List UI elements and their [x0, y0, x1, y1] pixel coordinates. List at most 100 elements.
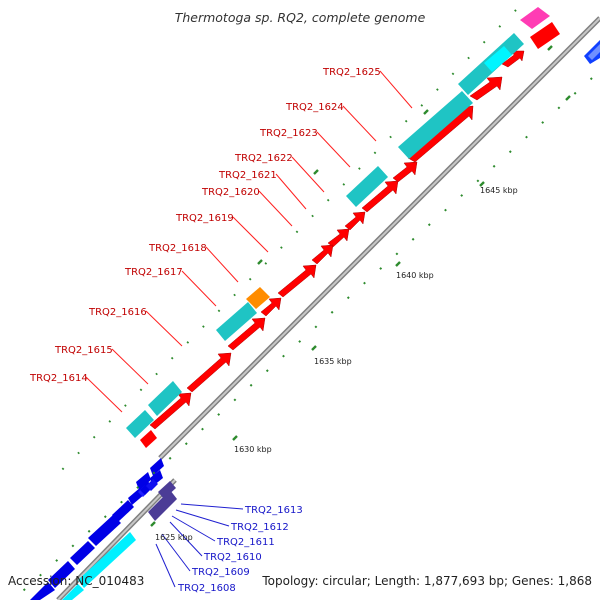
- gene-feature[interactable]: [346, 166, 388, 207]
- scale-tick-major: [311, 345, 317, 351]
- cds-feature[interactable]: [186, 352, 232, 393]
- scale-tick-major: [150, 521, 156, 527]
- gene-feature[interactable]: [126, 410, 154, 438]
- scale-label-1630: 1630 kbp: [234, 445, 272, 454]
- callout-line: [232, 216, 269, 253]
- cds-feature[interactable]: [146, 479, 158, 491]
- gene-label-trq2-1620[interactable]: TRQ2_1620: [201, 187, 260, 198]
- cds-feature[interactable]: [344, 211, 366, 231]
- scale-tick: [282, 354, 285, 358]
- summary-text: Topology: circular; Length: 1,877,693 bp…: [261, 574, 592, 588]
- forward-cds-track: [140, 22, 560, 448]
- scale-tick: [77, 451, 80, 455]
- scale-tick-major: [565, 95, 571, 101]
- scale-tick: [248, 277, 252, 281]
- cds-feature[interactable]: [149, 392, 192, 430]
- cds-feature[interactable]: [530, 22, 560, 49]
- gene-label-trq2-1619[interactable]: TRQ2_1619: [175, 213, 234, 224]
- rna-feature[interactable]: [246, 287, 270, 309]
- scale-tick: [186, 341, 190, 344]
- scale-tick: [404, 119, 408, 123]
- gene-label-trq2-1617[interactable]: TRQ2_1617: [124, 267, 183, 278]
- cds-feature[interactable]: [392, 161, 418, 183]
- gene-feature[interactable]: [398, 91, 473, 159]
- cds-feature[interactable]: [88, 515, 121, 546]
- misc-feature[interactable]: [520, 7, 550, 29]
- cds-feature[interactable]: [150, 458, 164, 476]
- callout-line: [342, 105, 377, 142]
- scale-tick: [108, 420, 112, 423]
- gene-label-trq2-1621[interactable]: TRQ2_1621: [218, 170, 277, 181]
- cds-feature[interactable]: [30, 582, 55, 600]
- scale-tick: [264, 262, 268, 265]
- map-title: Thermotoga sp. RQ2, complete genome: [175, 10, 426, 25]
- gene-feature[interactable]: [78, 532, 136, 588]
- gene-label-trq2-1614[interactable]: TRQ2_1614: [29, 373, 88, 384]
- scale-tick-major: [423, 109, 429, 115]
- cds-feature[interactable]: [112, 500, 134, 522]
- gene-feature[interactable]: [484, 46, 512, 72]
- scale-tick: [92, 435, 96, 439]
- gene-label-trq2-1615[interactable]: TRQ2_1615: [54, 345, 113, 356]
- scale-tick: [589, 77, 593, 81]
- scale-tick: [202, 325, 205, 328]
- scale-tick: [295, 230, 299, 234]
- gene-feature[interactable]: [148, 381, 182, 416]
- cds-feature[interactable]: [501, 50, 525, 68]
- scale-tick: [217, 413, 221, 416]
- scale-tick: [541, 121, 545, 124]
- cds-feature-purple[interactable]: [148, 490, 177, 521]
- cds-feature[interactable]: [260, 297, 282, 317]
- gene-label-trq2-1612[interactable]: TRQ2_1612: [230, 522, 289, 533]
- scale-ticks: [22, 9, 593, 592]
- gene-feature[interactable]: [216, 302, 257, 341]
- callout-line: [258, 190, 293, 227]
- scale-tick: [444, 208, 447, 212]
- scale-tick: [136, 486, 140, 489]
- cds-feature[interactable]: [361, 180, 399, 213]
- scale-tick: [557, 106, 561, 110]
- gene-label-trq2-1608[interactable]: TRQ2_1608: [177, 583, 236, 594]
- scale-tick: [71, 544, 75, 548]
- cds-feature[interactable]: [469, 76, 503, 101]
- cds-feature[interactable]: [311, 244, 334, 265]
- gene-label-trq2-1610[interactable]: TRQ2_1610: [203, 552, 262, 563]
- gene-label-trq2-1623[interactable]: TRQ2_1623: [259, 128, 318, 139]
- gene-label-trq2-1616[interactable]: TRQ2_1616: [88, 307, 147, 318]
- scale-tick: [155, 372, 158, 376]
- gene-label-trq2-1609[interactable]: TRQ2_1609: [191, 567, 250, 578]
- gene-label-trq2-1625[interactable]: TRQ2_1625: [322, 67, 381, 78]
- cds-feature[interactable]: [277, 264, 317, 298]
- scale-tick: [326, 198, 330, 202]
- scale-tick: [379, 267, 383, 270]
- gene-track: [126, 33, 524, 438]
- backbone-lower: [56, 478, 177, 600]
- gene-label-trq2-1622[interactable]: TRQ2_1622: [234, 153, 293, 164]
- scale-label-1640: 1640 kbp: [396, 271, 434, 280]
- cds-feature[interactable]: [48, 561, 75, 588]
- scale-tick: [525, 135, 528, 139]
- scale-tick: [184, 442, 188, 446]
- scale-tick: [120, 500, 123, 504]
- gene-label-trq2-1618[interactable]: TRQ2_1618: [148, 243, 207, 254]
- scale-tick: [233, 293, 236, 297]
- gene-label-trq2-1624[interactable]: TRQ2_1624: [285, 102, 344, 113]
- scale-tick-major: [547, 45, 553, 51]
- cds-feature[interactable]: [136, 472, 151, 490]
- cds-feature[interactable]: [227, 317, 266, 351]
- reverse-cds-track: [30, 458, 164, 600]
- cds-feature[interactable]: [140, 430, 157, 448]
- gene-label-trq2-1613[interactable]: TRQ2_1613: [244, 505, 303, 516]
- cds-feature[interactable]: [70, 541, 95, 565]
- scale-tick: [217, 309, 221, 313]
- scale-tick: [508, 150, 512, 154]
- cds-feature[interactable]: [327, 228, 350, 248]
- cds-feature-purple[interactable]: [158, 481, 176, 499]
- callout-line: [379, 70, 413, 109]
- scale-tick: [482, 40, 486, 44]
- gene-feature[interactable]: [62, 584, 84, 600]
- scale-tick: [514, 9, 517, 12]
- gene-label-trq2-1611[interactable]: TRQ2_1611: [216, 537, 275, 548]
